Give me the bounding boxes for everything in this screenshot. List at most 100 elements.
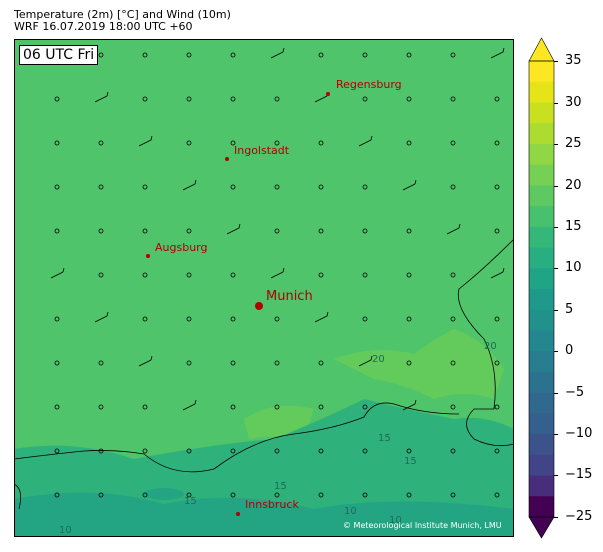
calm-station (54, 448, 60, 454)
calm-station (274, 492, 280, 498)
calm-station (450, 52, 456, 58)
wind-barb (446, 223, 461, 235)
calm-station (450, 448, 456, 454)
city-marker (225, 157, 229, 161)
colorbar-extend-min (528, 516, 555, 539)
calm-station (98, 492, 104, 498)
colorbar-tick-label: −15 (565, 467, 593, 482)
calm-station (142, 404, 148, 410)
calm-station (494, 316, 500, 322)
colorbar-tick (554, 103, 558, 104)
calm-station (274, 448, 280, 454)
colorbar-tick-label: 0 (565, 343, 574, 358)
wind-barb (138, 135, 153, 147)
calm-station (318, 492, 324, 498)
calm-station (318, 272, 324, 278)
colorbar-tick (554, 517, 558, 518)
calm-station (494, 140, 500, 146)
calm-station (362, 96, 368, 102)
city-label: Innsbruck (245, 498, 299, 511)
calm-station (362, 492, 368, 498)
colorbar-bin (529, 309, 554, 331)
calm-station (54, 316, 60, 322)
calm-station (450, 96, 456, 102)
calm-station (98, 360, 104, 366)
colorbar-bin (529, 454, 554, 477)
colorbar-bin (529, 413, 554, 435)
calm-station (318, 52, 324, 58)
colorbar-tick (554, 61, 558, 62)
calm-station (450, 272, 456, 278)
calm-station (450, 184, 456, 190)
wind-barb (94, 91, 109, 103)
calm-station (274, 316, 280, 322)
colorbar-bin (529, 434, 554, 456)
city-label: Ingolstadt (234, 144, 290, 157)
calm-station (142, 316, 148, 322)
calm-station (98, 184, 104, 190)
calm-station (494, 228, 500, 234)
wind-barb (490, 47, 505, 59)
contour-label: 10 (389, 515, 402, 526)
calm-station (494, 448, 500, 454)
wind-barb (50, 267, 65, 279)
borders (14, 238, 514, 510)
contour-label: 15 (404, 456, 417, 467)
calm-station (406, 228, 412, 234)
colorbar-tick (554, 144, 558, 145)
colorbar (528, 37, 555, 539)
copyright: © Meteorological Institute Munich, LMU (343, 521, 502, 530)
calm-station (406, 140, 412, 146)
chart-subtitle: WRF 16.07.2019 18:00 UTC +60 (14, 20, 193, 33)
calm-station (494, 404, 500, 410)
city-marker (326, 92, 330, 96)
colorbar-tick-label: 20 (565, 178, 582, 193)
colorbar-bin (529, 496, 554, 518)
calm-station (230, 448, 236, 454)
calm-station (318, 184, 324, 190)
calm-station (406, 448, 412, 454)
calm-station (230, 316, 236, 322)
wind-barb (402, 179, 417, 191)
wind-barb (182, 179, 197, 191)
calm-station (142, 492, 148, 498)
calm-station (186, 316, 192, 322)
calm-station (230, 184, 236, 190)
colorbar-tick-label: −5 (565, 385, 585, 400)
calm-station (450, 492, 456, 498)
calm-station (230, 404, 236, 410)
calm-station (406, 272, 412, 278)
calm-station (98, 272, 104, 278)
calm-station (494, 492, 500, 498)
temperature-map: 20 20 15 15 15 10 10 10 15 (14, 39, 514, 537)
time-label: 06 UTC Fri (19, 45, 99, 65)
calm-station (54, 140, 60, 146)
calm-station (142, 448, 148, 454)
calm-station (230, 360, 236, 366)
calm-station (450, 316, 456, 322)
colorbar-tick (554, 351, 558, 352)
colorbar-tick-label: 15 (565, 219, 582, 234)
calm-station (362, 448, 368, 454)
calm-station (54, 96, 60, 102)
calm-station (142, 228, 148, 234)
calm-station (450, 404, 456, 410)
calm-station (142, 184, 148, 190)
calm-station (274, 140, 280, 146)
colorbar-tick-label: 10 (565, 260, 582, 275)
colorbar-bin (529, 289, 554, 311)
contour-label: 15 (274, 481, 287, 492)
contour-label: 15 (184, 496, 197, 507)
colorbar-bin (529, 351, 554, 373)
wind-barb (138, 355, 153, 367)
calm-station (274, 404, 280, 410)
wind-barb (270, 267, 285, 279)
calm-station (98, 448, 104, 454)
calm-station (142, 52, 148, 58)
contour-label: 10 (344, 506, 357, 517)
colorbar-tick-label: −10 (565, 426, 593, 441)
colorbar-tick-label: −25 (565, 509, 593, 524)
calm-station (186, 140, 192, 146)
colorbar-bin (529, 268, 554, 290)
calm-station (362, 52, 368, 58)
